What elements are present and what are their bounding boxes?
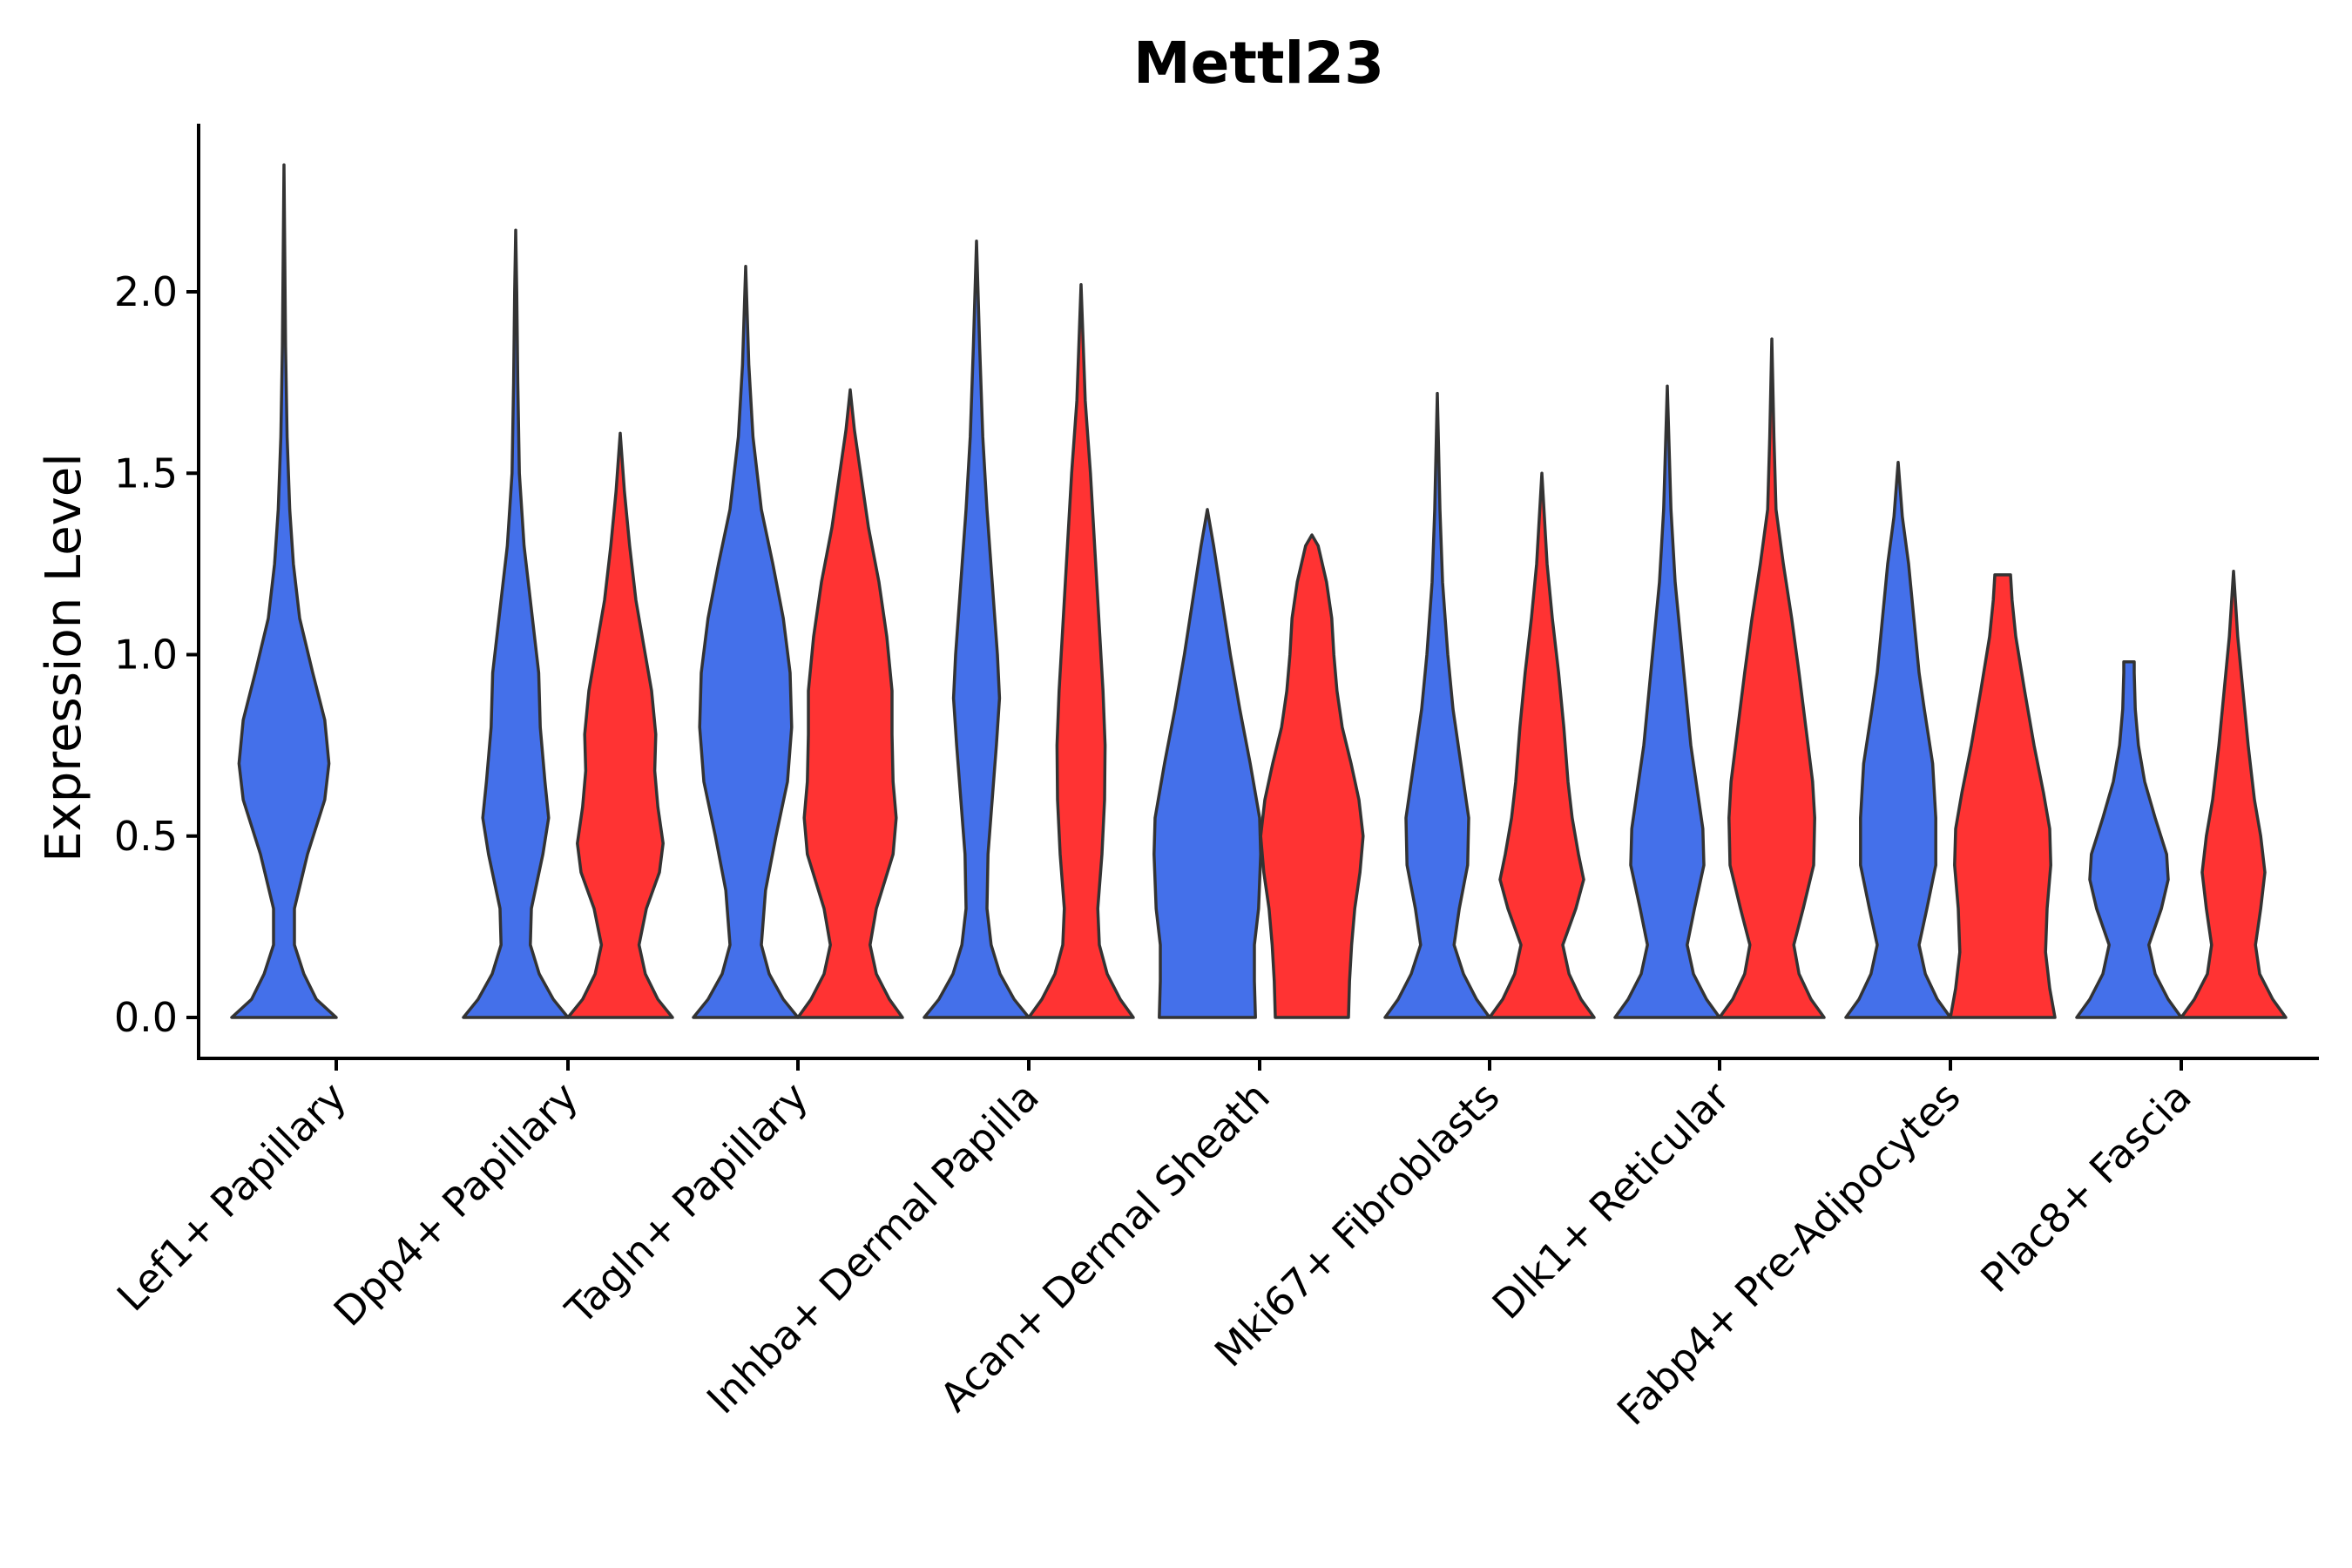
x-tick-label: Dlk1+ Reticular (1484, 1073, 1739, 1328)
x-tick-label: Plac8+ Fascia (1971, 1073, 2200, 1301)
y-tick-label: 1.5 (114, 449, 178, 497)
violin-2-group1 (462, 228, 570, 1019)
y-tick-label: 0.5 (114, 813, 178, 860)
chart-title: Mettl23 (1133, 30, 1384, 97)
y-axis-label: Expression Level (36, 453, 92, 862)
violin-8-group1 (1844, 461, 1952, 1019)
violin-9-group1 (2075, 660, 2183, 1019)
violin-4-group2 (1027, 282, 1135, 1019)
violin-6-group2 (1488, 471, 1596, 1019)
x-tick-label: Lef1+ Papillary (108, 1073, 355, 1321)
violin-3-group1 (692, 265, 800, 1019)
violin-6-group1 (1383, 391, 1491, 1019)
y-tick-label: 1.0 (114, 632, 178, 679)
violin-3-group2 (796, 388, 904, 1019)
violins-layer (230, 163, 2288, 1019)
violin-5-group1 (1152, 508, 1262, 1019)
y-tick-label: 0.0 (114, 994, 178, 1041)
x-tick-label: Dpp4+ Papillary (325, 1073, 587, 1335)
violin-2-group2 (566, 431, 674, 1019)
x-tick-label: Tagln+ Papillary (556, 1073, 817, 1335)
violin-9-group2 (2180, 569, 2288, 1019)
violin-5-group2 (1259, 533, 1365, 1019)
violin-7-group2 (1718, 337, 1826, 1019)
violin-8-group2 (1949, 573, 2057, 1019)
violin-4-group1 (923, 239, 1031, 1019)
violin-1-group1 (230, 163, 338, 1019)
y-tick-label: 2.0 (114, 268, 178, 315)
violin-7-group1 (1613, 384, 1721, 1019)
